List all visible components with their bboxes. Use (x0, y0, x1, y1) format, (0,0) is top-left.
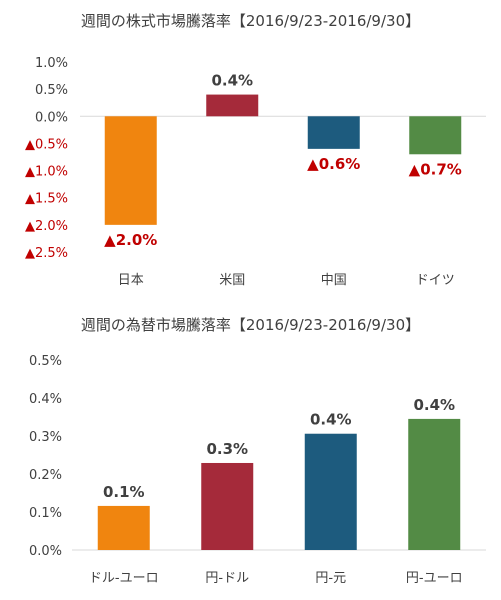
y-tick-label: ▲0.5% (25, 137, 68, 152)
y-tick-label: 0.1% (29, 506, 62, 521)
bar (97, 505, 150, 550)
x-category-label: ドル-ユーロ (89, 571, 159, 586)
y-tick-label: 0.2% (29, 468, 62, 483)
y-tick-label: 0.5% (35, 83, 68, 98)
chart-title: 週間の為替市場騰落率【2016/9/23-2016/9/30】 (80, 316, 421, 334)
y-tick-label: 0.0% (29, 544, 62, 559)
y-tick-label: 0.4% (29, 392, 62, 407)
data-label: ▲2.0% (104, 231, 157, 249)
bar (206, 94, 259, 117)
data-label: ▲0.7% (409, 160, 462, 178)
stock-market-chart: 週間の株式市場騰落率【2016/9/23-2016/9/30】 1.0% 0.5%… (0, 0, 501, 296)
y-tick-label: ▲1.0% (25, 165, 68, 180)
data-label: 0.3% (206, 440, 248, 458)
y-tick-label: ▲2.0% (25, 219, 68, 234)
fx-market-plot: 0.5% 0.4% 0.3% 0.2% 0.1% 0.0% 0.1% ドル-ユーロ 0.3% 円-… (29, 354, 486, 586)
x-category-label: 中国 (321, 273, 347, 288)
data-label: 0.4% (211, 72, 253, 90)
x-category-label: 米国 (219, 273, 245, 288)
x-category-label: 円-ユーロ (406, 571, 463, 586)
y-tick-label: 1.0% (35, 56, 68, 71)
y-tick-label: ▲2.5% (25, 246, 68, 261)
chart-title: 週間の株式市場騰落率【2016/9/23-2016/9/30】 (80, 12, 421, 30)
x-category-label: 円-元 (315, 571, 346, 586)
bar (104, 116, 157, 225)
data-label: 0.4% (310, 411, 352, 429)
bar (408, 418, 461, 550)
data-label: 0.1% (103, 483, 145, 501)
bar (307, 116, 360, 149)
y-tick-label: 0.3% (29, 430, 62, 445)
x-category-label: ドイツ (416, 273, 455, 288)
fx-market-chart: 週間の為替市場騰落率【2016/9/23-2016/9/30】 0.5% 0.4%… (0, 304, 501, 600)
y-tick-label: 0.0% (35, 110, 68, 125)
data-label: ▲0.6% (307, 155, 360, 173)
stock-market-plot: 1.0% 0.5% 0.0% ▲0.5% ▲1.0% ▲1.5% ▲2.0% ▲2.5% ▲2.… (25, 56, 486, 288)
data-label: 0.4% (413, 396, 455, 414)
bar (304, 433, 357, 550)
x-category-label: 円-ドル (205, 571, 249, 586)
bar (409, 116, 462, 155)
bar (201, 462, 254, 550)
y-tick-label: ▲1.5% (25, 192, 68, 207)
x-category-label: 日本 (118, 273, 144, 288)
y-tick-label: 0.5% (29, 354, 62, 369)
